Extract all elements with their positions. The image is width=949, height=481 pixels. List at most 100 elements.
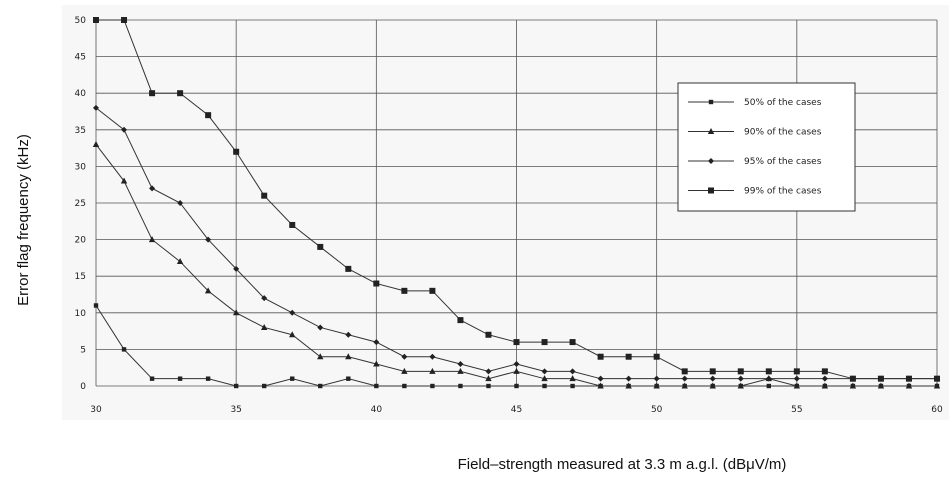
series-3-point-54: [765, 375, 772, 382]
series-1-point-45: [514, 383, 519, 389]
x-tick-label-55: 55: [791, 405, 802, 415]
series-1-point-31: [121, 347, 127, 352]
series-4-point-33: [177, 90, 184, 97]
series-4-point-60: [934, 375, 940, 382]
series-3-point-56: [821, 375, 828, 382]
series-2-point-50: [653, 382, 660, 389]
series-1-point-37: [290, 376, 295, 381]
x-tick-label-40: 40: [371, 405, 383, 415]
series-3-point-32: [149, 185, 156, 192]
series-2-point-46: [541, 375, 548, 382]
y-tick-label-35: 35: [75, 126, 86, 136]
series-3-point-53: [737, 375, 744, 382]
y-tick-label-30: 30: [75, 162, 87, 172]
series-4-point-31: [121, 17, 128, 23]
series-2: [92, 140, 941, 389]
series-2-point-58: [877, 382, 885, 389]
series-4-point-55: [793, 368, 800, 375]
series-3-point-31: [121, 126, 128, 133]
series-2-point-53: [737, 382, 744, 389]
legend-swatch-marker-2: [707, 128, 715, 134]
series-4-point-43: [457, 317, 464, 324]
series-4-point-36: [261, 192, 268, 199]
grid: [95, 19, 938, 387]
series-2-point-34: [204, 287, 212, 294]
series-1-point-30: [93, 303, 99, 308]
series-2-point-39: [345, 353, 352, 360]
series-3-point-33: [177, 200, 184, 206]
legend-swatch-marker-1: [708, 99, 714, 105]
series-4-point-32: [149, 90, 156, 97]
series-1-point-42: [430, 383, 435, 389]
tick-labels: 0 5 10 15 20 25 30 35 40 45 50 30 35 40 45 50 55 60: [75, 16, 943, 415]
series-4-point-59: [905, 375, 912, 382]
series-2-point-49: [625, 382, 632, 389]
series-2-point-44: [485, 375, 492, 382]
series-3-point-51: [681, 375, 688, 382]
series-3-point-52: [709, 375, 716, 382]
series-2-point-57: [849, 382, 857, 389]
series-4-point-42: [429, 287, 436, 294]
series-3-point-47: [569, 368, 576, 375]
legend: 50% of the cases 90% of the cases 95% of t…: [677, 82, 856, 212]
series-4-point-51: [681, 368, 688, 375]
legend-entry-1: 50% of the cases: [744, 98, 822, 108]
series-3-point-38: [317, 324, 324, 331]
series-2-point-35: [232, 309, 240, 316]
legend-entry-2: 90% of the cases: [744, 128, 822, 138]
series-1-point-39: [346, 376, 351, 381]
x-tick-label-30: 30: [90, 405, 102, 415]
series-4: [93, 17, 940, 382]
series-2-point-60: [933, 382, 941, 389]
series-2-point-51: [681, 382, 688, 389]
series-4-point-39: [345, 265, 352, 272]
series-3-point-39: [345, 331, 352, 338]
series-1-point-33: [177, 376, 183, 381]
series-4-point-46: [541, 339, 548, 346]
series-4-point-37: [289, 221, 296, 228]
series-1-point-40: [374, 383, 379, 389]
series-1-point-32: [149, 376, 155, 381]
legend-swatch-marker-4: [708, 187, 714, 194]
series-4-point-49: [625, 353, 632, 360]
series-3-point-41: [401, 353, 408, 360]
series-2-point-32: [148, 236, 156, 243]
series-2-point-33: [176, 258, 184, 265]
series-2-point-59: [905, 382, 913, 389]
series-2-point-56: [821, 382, 829, 389]
series-1-point-46: [542, 383, 547, 389]
series-4-point-44: [485, 331, 492, 338]
x-tick-label-45: 45: [511, 405, 522, 415]
series-3-point-43: [457, 361, 464, 368]
series-3-point-46: [541, 368, 548, 375]
series-1-point-54: [766, 383, 771, 389]
series-2-point-31: [120, 177, 128, 184]
series-4-point-45: [513, 339, 520, 346]
series-4-point-35: [233, 148, 240, 155]
series-1-point-47: [570, 383, 575, 389]
y-tick-label-10: 10: [75, 309, 87, 319]
series-2-point-38: [317, 353, 324, 360]
series-2-point-45: [513, 367, 520, 374]
series-2-point-41: [401, 367, 408, 374]
y-tick-label-5: 5: [80, 345, 86, 355]
legend-entry-4: 99% of the cases: [744, 187, 822, 197]
series-2-point-47: [569, 375, 576, 382]
series-3-point-34: [205, 236, 212, 243]
y-tick-label-15: 15: [75, 272, 86, 282]
y-tick-label-0: 0: [80, 382, 86, 392]
series-4-point-58: [877, 375, 884, 382]
y-tick-label-50: 50: [75, 16, 87, 26]
series-4-point-41: [401, 287, 408, 294]
series-4-point-48: [597, 353, 604, 360]
x-tick-label-35: 35: [230, 405, 241, 415]
series-2-point-40: [373, 360, 380, 367]
series-4-point-52: [709, 368, 716, 375]
series-3-point-30: [93, 104, 99, 111]
legend-entry-3: 95% of the cases: [744, 157, 822, 167]
series-3-point-35: [233, 265, 240, 272]
series-3-point-37: [289, 309, 296, 316]
series-3-point-49: [625, 375, 632, 382]
series-1-point-34: [205, 376, 211, 381]
